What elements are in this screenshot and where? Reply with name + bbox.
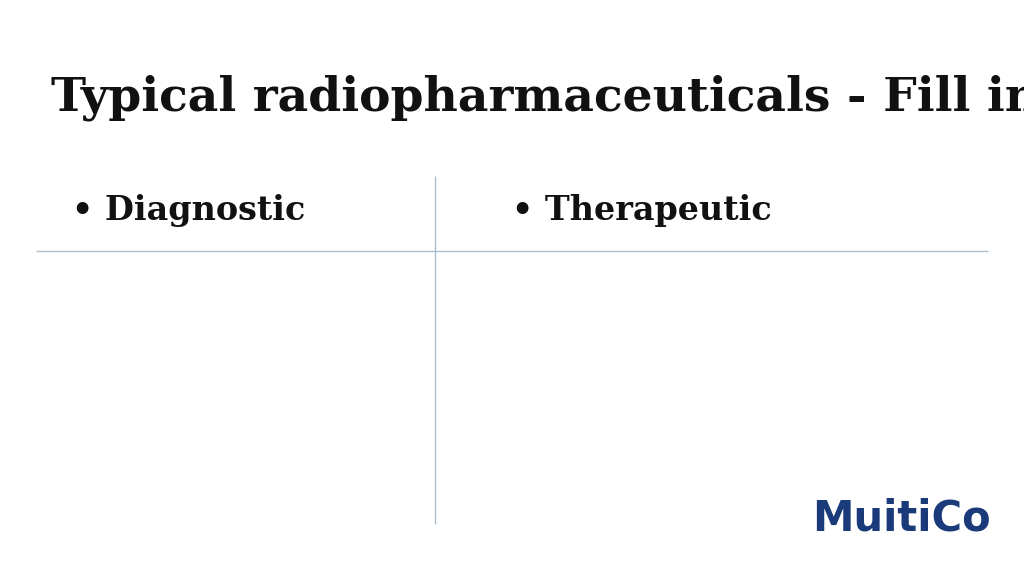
Text: Typical radiopharmaceuticals - Fill in the table: Typical radiopharmaceuticals - Fill in t… [51, 75, 1024, 122]
Text: • Therapeutic: • Therapeutic [512, 194, 772, 227]
Text: MuitiCo: MuitiCo [812, 498, 990, 539]
Text: • Diagnostic: • Diagnostic [72, 194, 305, 227]
